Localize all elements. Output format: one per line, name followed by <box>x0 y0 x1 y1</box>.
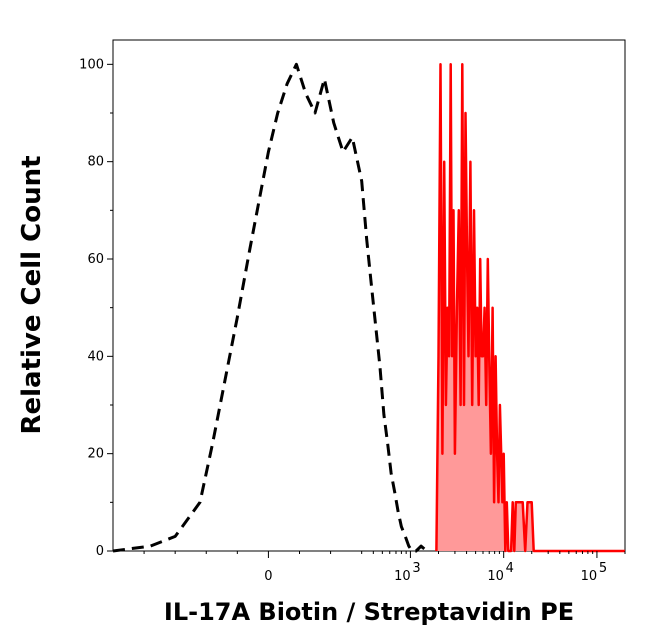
x-axis-title: IL-17A Biotin / Streptavidin PE <box>164 598 574 626</box>
x-tick-exponent: 5 <box>599 561 607 576</box>
y-tick-label: 100 <box>79 57 104 72</box>
x-tick-label: 10 <box>487 569 504 584</box>
y-tick-label: 40 <box>87 349 104 364</box>
y-axis: 0 20 40 60 80 100 <box>79 57 113 559</box>
y-tick-label: 0 <box>96 544 104 559</box>
x-tick-exponent: 3 <box>412 561 420 576</box>
x-tick-exponent: 4 <box>506 561 514 576</box>
series-1-line <box>435 63 625 553</box>
plot-area <box>112 39 626 552</box>
y-axis-title: Relative Cell Count <box>17 155 47 434</box>
series-0-line <box>112 62 428 553</box>
x-tick-label: 0 <box>264 569 272 584</box>
x-tick-label: 10 <box>394 569 411 584</box>
series-1-fill <box>436 64 625 552</box>
series-layer <box>112 62 625 553</box>
y-tick-label: 60 <box>87 252 104 267</box>
y-tick-label: 20 <box>87 447 104 462</box>
x-tick-label: 10 <box>581 569 598 584</box>
y-tick-label: 80 <box>87 155 104 170</box>
